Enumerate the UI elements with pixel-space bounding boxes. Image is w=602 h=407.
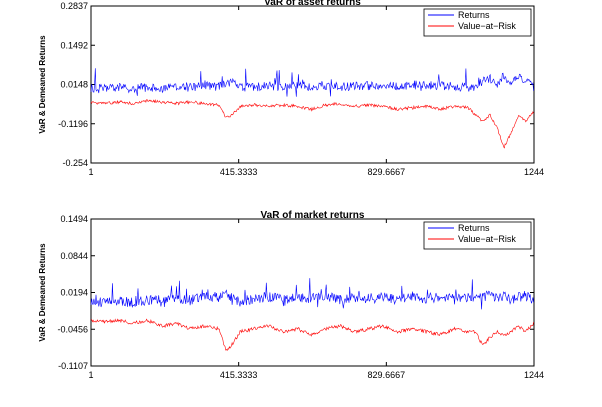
x-tick-label: 1 [88, 370, 93, 380]
x-tick-label: 1244 [524, 370, 544, 380]
x-tick-label: 415.3333 [220, 167, 258, 177]
x-tick-label: 829.6667 [368, 167, 406, 177]
series-line-returns-1 [90, 278, 534, 310]
chart-title-0: VaR of asset returns [264, 0, 361, 8]
series-line-var-0 [90, 98, 534, 149]
y-tick-label: 0.0148 [60, 80, 88, 90]
legend-label: Returns [458, 223, 490, 233]
y-axis-label-1: VaR & Demeaned Returns [38, 243, 47, 342]
y-tick-label: 0.1494 [60, 214, 88, 224]
chart-title-1: VaR of market returns [261, 210, 365, 221]
legend-label: Returns [458, 10, 490, 20]
y-tick-label: -0.1196 [58, 119, 88, 129]
series-line-returns-0 [90, 68, 534, 97]
y-tick-label: 0.1492 [60, 40, 88, 50]
legend-label: Value−at−Risk [458, 234, 516, 244]
y-tick-label: -0.1107 [58, 361, 88, 371]
x-tick-label: 1244 [524, 167, 544, 177]
y-tick-label: 0.0194 [60, 288, 88, 298]
y-tick-label: -0.0456 [57, 324, 88, 334]
y-tick-label: -0.254 [62, 158, 88, 168]
y-axis-label-0: VaR & Demeaned Returns [38, 35, 47, 134]
x-tick-label: 829.6667 [368, 370, 406, 380]
legend-label: Value−at−Risk [458, 21, 516, 31]
x-tick-label: 1 [88, 167, 93, 177]
legend-box-0 [423, 8, 532, 37]
y-tick-label: 0.2837 [60, 1, 88, 11]
legend-box-1 [423, 221, 532, 250]
y-tick-label: 0.0844 [60, 251, 88, 261]
series-line-var-1 [90, 318, 534, 352]
x-tick-label: 415.3333 [220, 370, 258, 380]
